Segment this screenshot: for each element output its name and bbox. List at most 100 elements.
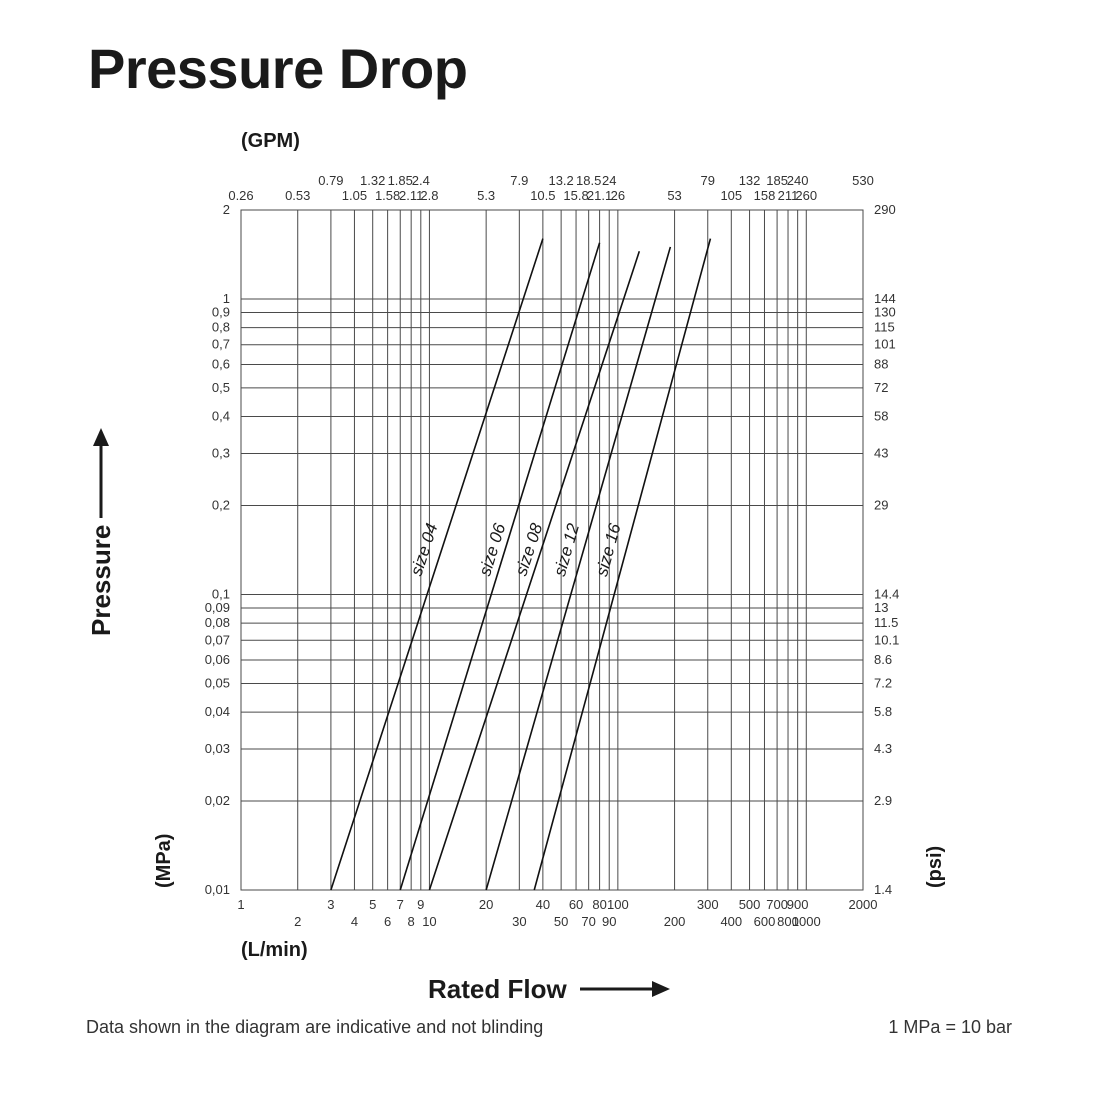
left-tick-label: 0,4 — [212, 409, 230, 424]
right-tick-label: 7.2 — [874, 675, 892, 690]
bottom-tick-label: 400 — [720, 914, 742, 929]
top-tick-label: 2.11 — [399, 188, 423, 203]
left-tick-label: 2 — [223, 202, 230, 217]
left-tick-label: 1 — [223, 291, 230, 306]
bottom-tick-label: 2000 — [849, 897, 878, 912]
bottom-tick-label: 1000 — [792, 914, 821, 929]
bottom-tick-label: 900 — [787, 897, 809, 912]
page-title: Pressure Drop — [88, 37, 468, 100]
top-tick-label: 158 — [754, 188, 776, 203]
bottom-tick-label: 9 — [417, 897, 424, 912]
unit-conversion-note: 1 MPa = 10 bar — [888, 1017, 1012, 1037]
bottom-tick-label: 600 — [754, 914, 776, 929]
bottom-axis-unit: (L/min) — [241, 939, 308, 961]
top-tick-label: 53 — [667, 188, 681, 203]
top-tick-label: 2.8 — [420, 188, 438, 203]
right-tick-label: 4.3 — [874, 741, 892, 756]
bottom-tick-label: 100 — [607, 897, 629, 912]
top-tick-label: 13.2 — [548, 173, 573, 188]
left-tick-label: 0,03 — [205, 741, 230, 756]
left-tick-label: 0,07 — [205, 632, 230, 647]
y-axis-arrow — [93, 428, 109, 518]
left-axis-unit: (MPa) — [153, 834, 175, 888]
bottom-tick-label: 40 — [536, 897, 550, 912]
right-tick-label: 72 — [874, 380, 888, 395]
top-tick-label: 1.85 — [388, 173, 413, 188]
top-tick-label: 105 — [720, 188, 742, 203]
top-tick-label: 1.05 — [342, 188, 367, 203]
bottom-tick-label: 7 — [397, 897, 404, 912]
right-tick-label: 14.4 — [874, 586, 899, 601]
left-tick-label: 0,02 — [205, 793, 230, 808]
top-tick-label: 7.9 — [510, 173, 528, 188]
right-tick-label: 8.6 — [874, 652, 892, 667]
top-tick-label: 0.79 — [318, 173, 343, 188]
left-tick-label: 0,09 — [205, 600, 230, 615]
right-tick-label: 144 — [874, 291, 896, 306]
y-axis-title: Pressure — [86, 525, 116, 636]
top-tick-label: 132 — [739, 173, 761, 188]
left-tick-label: 0,1 — [212, 586, 230, 601]
footnote: Data shown in the diagram are indicative… — [86, 1017, 544, 1037]
right-tick-label: 130 — [874, 304, 896, 319]
left-tick-label: 0,5 — [212, 380, 230, 395]
bottom-tick-label: 300 — [697, 897, 719, 912]
right-tick-label: 115 — [874, 320, 895, 335]
x-axis-arrow — [580, 981, 670, 997]
bottom-tick-label: 4 — [351, 914, 358, 929]
left-tick-label: 0,7 — [212, 337, 230, 352]
top-tick-label: 0.26 — [228, 188, 253, 203]
left-tick-label: 0,8 — [212, 320, 230, 335]
bottom-tick-label: 500 — [739, 897, 761, 912]
plot-frame — [240, 209, 864, 891]
right-tick-label: 5.8 — [874, 704, 892, 719]
left-tick-label: 0,08 — [205, 615, 230, 630]
top-tick-label: 2.4 — [412, 173, 430, 188]
right-tick-label: 29 — [874, 498, 888, 513]
left-tick-label: 0,01 — [205, 882, 230, 897]
bottom-tick-label: 5 — [369, 897, 376, 912]
top-tick-label: 10.5 — [530, 188, 555, 203]
series-line — [428, 251, 641, 891]
top-tick-label: 15.8 — [563, 188, 588, 203]
top-tick-label: 1.32 — [360, 173, 385, 188]
bottom-tick-label: 20 — [479, 897, 493, 912]
top-tick-label: 185 — [766, 173, 788, 188]
top-tick-label: 26 — [611, 188, 625, 203]
bottom-tick-label: 3 — [327, 897, 334, 912]
top-tick-label: 79 — [701, 173, 715, 188]
left-tick-label: 0,3 — [212, 445, 230, 460]
series-label: size 04 — [407, 521, 442, 578]
right-tick-label: 10.1 — [874, 632, 899, 647]
top-tick-label: 240 — [787, 173, 809, 188]
series-line — [399, 242, 601, 891]
bottom-tick-label: 200 — [664, 914, 686, 929]
right-tick-label: 1.4 — [874, 882, 892, 897]
bottom-tick-label: 800 — [777, 914, 799, 929]
top-tick-label: 530 — [852, 173, 874, 188]
series-label: size 16 — [592, 521, 625, 578]
left-tick-label: 0,04 — [205, 704, 230, 719]
bottom-tick-label: 6 — [384, 914, 391, 929]
top-tick-label: 21.1 — [587, 188, 612, 203]
top-tick-label: 0.53 — [285, 188, 310, 203]
right-tick-label: 13 — [874, 600, 888, 615]
left-tick-label: 0,2 — [212, 498, 230, 513]
left-tick-label: 0,05 — [205, 675, 230, 690]
top-tick-label: 211 — [778, 188, 799, 203]
top-tick-label: 5.3 — [477, 188, 495, 203]
right-tick-label: 43 — [874, 445, 888, 460]
bottom-tick-label: 2 — [294, 914, 301, 929]
bottom-tick-label: 700 — [766, 897, 788, 912]
top-axis-unit: (GPM) — [241, 130, 300, 152]
bottom-tick-label: 30 — [512, 914, 526, 929]
left-tick-label: 0,06 — [205, 652, 230, 667]
right-axis-unit: (psi) — [924, 846, 946, 888]
bottom-tick-label: 60 — [569, 897, 583, 912]
top-tick-label: 1.58 — [375, 188, 400, 203]
series-line — [533, 238, 712, 891]
bottom-tick-label: 90 — [602, 914, 616, 929]
left-tick-label: 0,9 — [212, 304, 230, 319]
